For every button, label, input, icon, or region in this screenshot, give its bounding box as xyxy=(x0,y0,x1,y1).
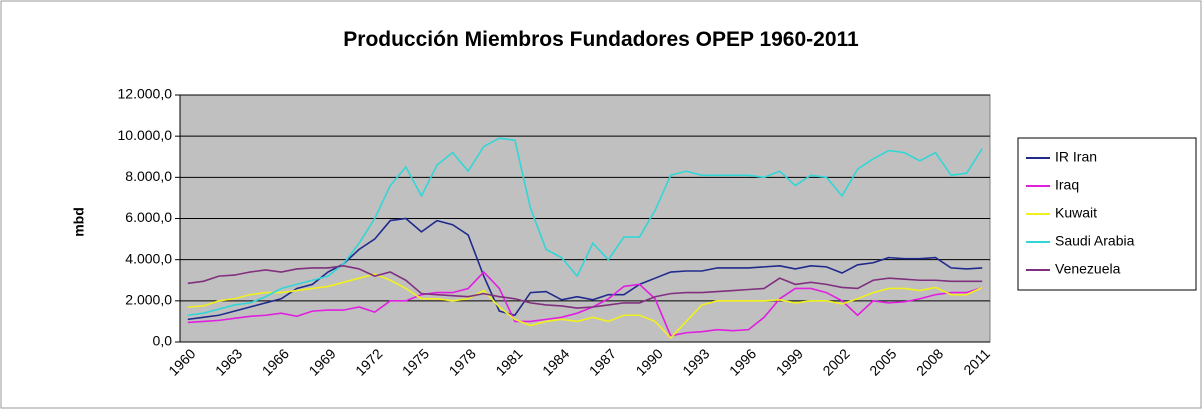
y-tick-label: 12.000,0 xyxy=(118,86,173,102)
legend-label: Iraq xyxy=(1055,177,1079,193)
legend-label: IR Iran xyxy=(1055,149,1097,165)
y-tick-label: 2.000,0 xyxy=(125,292,172,308)
legend-label: Kuwait xyxy=(1055,205,1097,221)
chart-title: Producción Miembros Fundadores OPEP 1960… xyxy=(343,28,859,51)
y-axis-title: mbd xyxy=(71,207,87,237)
y-tick-label: 0,0 xyxy=(153,333,173,349)
series-line xyxy=(187,273,983,340)
y-tick-label: 4.000,0 xyxy=(125,250,172,266)
y-tick-label: 6.000,0 xyxy=(125,209,172,225)
y-tick-label: 8.000,0 xyxy=(125,168,172,184)
legend-label: Venezuela xyxy=(1055,261,1121,277)
legend-label: Saudi Arabia xyxy=(1055,233,1135,249)
y-tick-label: 10.000,0 xyxy=(118,127,173,143)
series-line xyxy=(187,265,983,309)
series-line xyxy=(187,137,983,317)
series-line xyxy=(187,270,983,337)
